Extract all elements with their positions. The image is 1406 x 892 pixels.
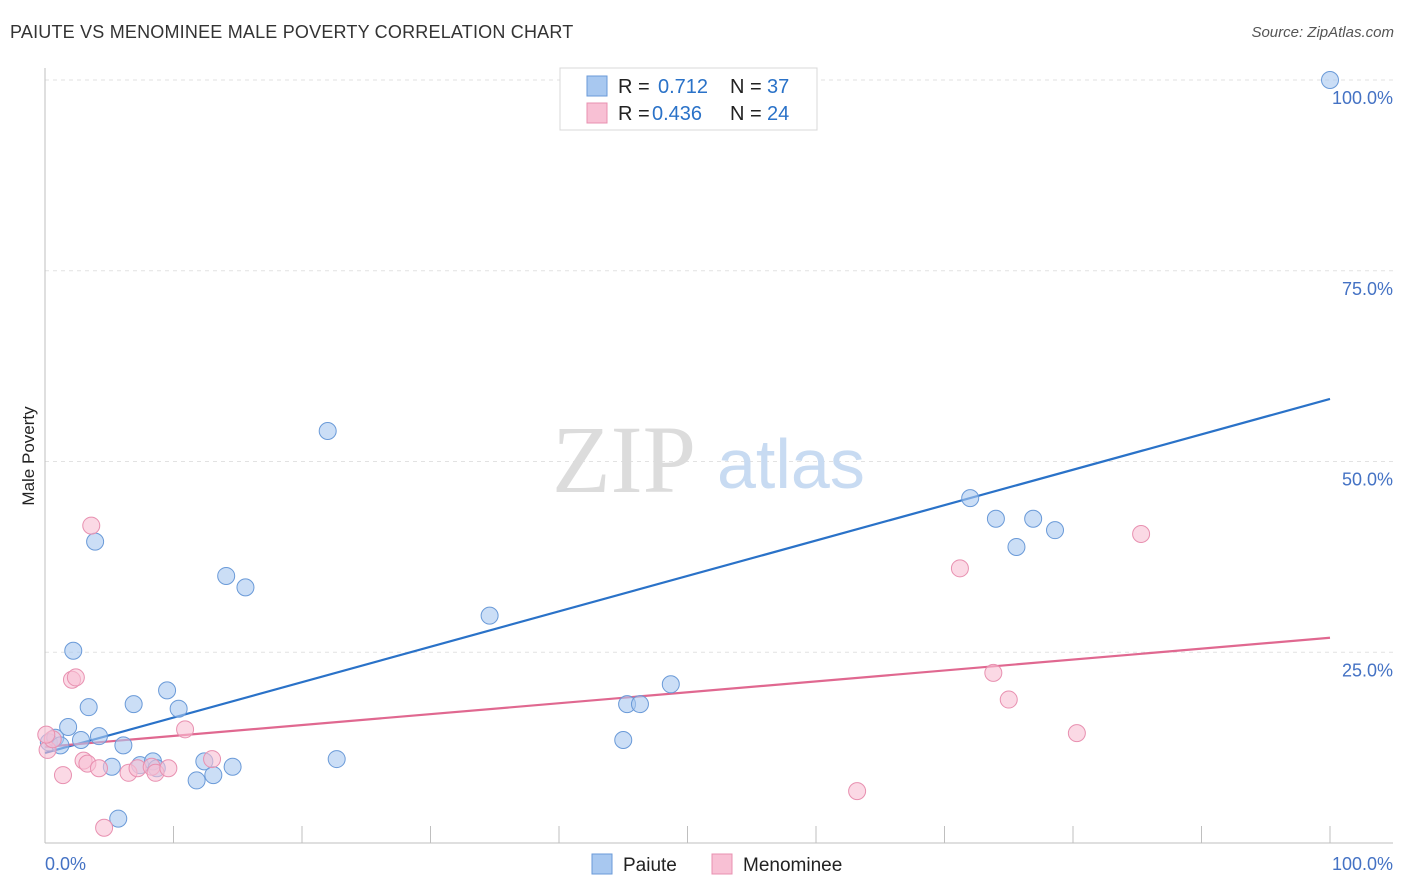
point-paiute — [1007, 537, 1026, 556]
point-menominee — [89, 759, 108, 778]
stats-legend-n-value-paiute: 37 — [767, 76, 789, 98]
stats-legend-r-label-menominee: R = — [618, 103, 650, 125]
point-paiute — [1321, 71, 1339, 89]
watermark-atlas: atlas — [717, 425, 865, 503]
y-tick-label: 50.0% — [1342, 470, 1393, 490]
stats-legend-n-label-menominee: N = — [730, 103, 762, 125]
point-paiute — [71, 730, 90, 749]
point-menominee — [66, 668, 85, 687]
stats-legend-swatch-paiute — [586, 75, 608, 97]
point-paiute — [961, 489, 980, 508]
point-paiute — [327, 750, 346, 769]
point-menominee — [82, 516, 101, 535]
y-axis-title: Male Poverty — [19, 406, 38, 506]
point-paiute — [630, 695, 649, 714]
stats-legend-r-label-paiute: R = — [618, 76, 650, 98]
y-tick-labels: 100.0% 75.0% 50.0% 25.0% — [1332, 88, 1393, 680]
point-paiute — [217, 566, 236, 585]
series-legend-label-menominee: Menominee — [743, 855, 842, 876]
trend-lines — [44, 397, 1331, 755]
point-menominee — [1067, 724, 1086, 743]
series-legend-swatch-menominee — [711, 853, 733, 875]
point-menominee — [984, 663, 1003, 682]
point-paiute — [986, 509, 1005, 528]
point-paiute — [1046, 521, 1065, 540]
point-paiute — [79, 698, 98, 717]
point-menominee — [176, 720, 195, 739]
point-menominee — [159, 759, 178, 778]
point-paiute — [124, 695, 143, 714]
point-paiute — [59, 718, 78, 737]
series-points — [37, 71, 1339, 837]
point-paiute — [187, 771, 206, 790]
point-menominee — [203, 750, 222, 769]
point-paiute — [236, 578, 255, 597]
stats-legend-r-value-menominee: 0.436 — [652, 103, 702, 125]
y-tick-label: 100.0% — [1332, 88, 1393, 108]
point-paiute — [661, 675, 680, 694]
stats-legend-n-value-menominee: 24 — [767, 103, 789, 125]
point-paiute — [204, 766, 223, 785]
point-paiute — [109, 809, 128, 828]
watermark-zip: ZIP — [552, 406, 696, 513]
trend-line-menominee — [44, 636, 1331, 748]
series-legend-swatch-paiute — [591, 853, 613, 875]
series-legend-label-paiute: Paiute — [623, 855, 677, 876]
point-paiute — [223, 757, 242, 776]
point-paiute — [86, 532, 105, 551]
stats-legend-swatch-menominee — [586, 102, 608, 124]
y-tick-label: 25.0% — [1342, 660, 1393, 680]
x-tick-label-min: 0.0% — [45, 854, 86, 874]
point-paiute — [114, 736, 133, 755]
point-paiute — [169, 699, 188, 718]
point-paiute — [64, 641, 83, 660]
point-menominee — [999, 690, 1018, 709]
point-menominee — [37, 725, 56, 744]
point-paiute — [480, 606, 499, 625]
point-menominee — [95, 818, 114, 837]
point-paiute — [89, 727, 108, 746]
chart-title: PAIUTE VS MENOMINEE MALE POVERTY CORRELA… — [10, 22, 574, 42]
point-menominee — [1132, 524, 1151, 543]
source-label: Source: ZipAtlas.com — [1251, 24, 1394, 41]
x-ticks — [173, 826, 1331, 843]
series-legend: Paiute Menominee — [591, 853, 842, 876]
x-tick-label-max: 100.0% — [1332, 854, 1393, 874]
trend-line-paiute — [44, 397, 1331, 755]
point-menominee — [950, 559, 969, 578]
point-menominee — [848, 782, 867, 801]
point-paiute — [318, 421, 337, 440]
point-paiute — [1024, 509, 1043, 528]
stats-legend: R = 0.712 N = 37 R = 0.436 N = 24 — [559, 67, 818, 131]
point-paiute — [158, 681, 177, 700]
stats-legend-n-label-paiute: N = — [730, 76, 762, 98]
stats-legend-r-value-paiute: 0.712 — [658, 76, 708, 98]
point-menominee — [53, 766, 72, 785]
point-paiute — [614, 730, 633, 749]
y-tick-label: 75.0% — [1342, 279, 1393, 299]
